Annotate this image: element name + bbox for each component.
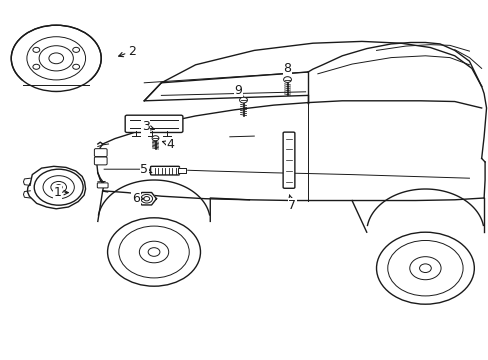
Polygon shape xyxy=(137,193,156,205)
Text: 1: 1 xyxy=(54,186,68,199)
Circle shape xyxy=(11,25,101,91)
Circle shape xyxy=(239,97,247,103)
FancyBboxPatch shape xyxy=(125,115,183,132)
Circle shape xyxy=(107,218,200,286)
Text: 3: 3 xyxy=(142,120,154,133)
Circle shape xyxy=(34,169,83,205)
Text: 7: 7 xyxy=(288,195,296,212)
FancyBboxPatch shape xyxy=(94,149,107,157)
Polygon shape xyxy=(178,168,185,173)
Text: 6: 6 xyxy=(132,192,143,205)
FancyBboxPatch shape xyxy=(150,166,179,175)
FancyBboxPatch shape xyxy=(283,132,294,188)
FancyBboxPatch shape xyxy=(94,157,107,165)
Text: 2: 2 xyxy=(119,45,136,58)
FancyBboxPatch shape xyxy=(97,183,108,188)
Polygon shape xyxy=(27,166,85,209)
Text: 5: 5 xyxy=(140,163,151,176)
Circle shape xyxy=(376,232,473,304)
Text: 4: 4 xyxy=(162,138,174,150)
Circle shape xyxy=(283,77,291,82)
Text: 8: 8 xyxy=(283,62,291,76)
Circle shape xyxy=(55,185,62,190)
Text: 9: 9 xyxy=(234,84,243,97)
Polygon shape xyxy=(22,80,90,91)
Circle shape xyxy=(152,136,159,141)
